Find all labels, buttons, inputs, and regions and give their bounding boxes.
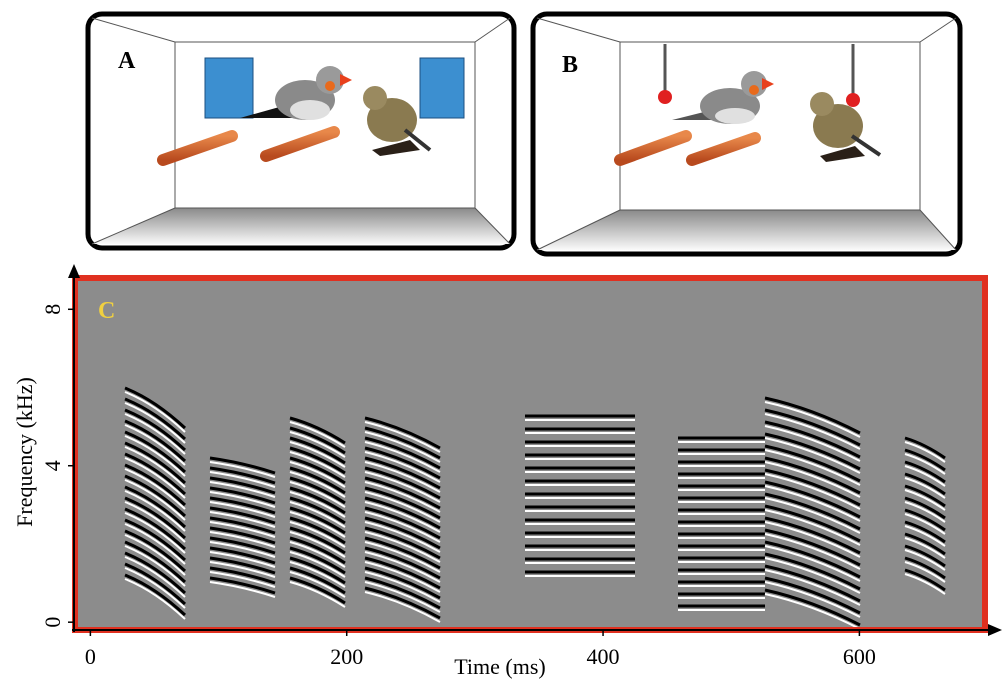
spectrogram: C Time (ms) Frequency (kHz) 0 200 400 600 0 4…: [12, 264, 1002, 679]
panel-a: A: [88, 14, 514, 248]
y-axis-title: Frequency (kHz): [12, 377, 37, 527]
x-axis-title: Time (ms): [454, 654, 545, 679]
panel-label: B: [562, 52, 578, 78]
y-axis-arrow: [68, 264, 80, 278]
y-tick-label: 0: [40, 617, 65, 628]
x-tick-label: 200: [330, 644, 363, 669]
panel-label: C: [98, 298, 115, 324]
x-tick-label: 600: [843, 644, 876, 669]
figure: A B: [0, 0, 1007, 681]
y-tick-label: 8: [40, 304, 65, 315]
y-tick-label: 4: [40, 460, 65, 471]
x-axis-arrow: [988, 624, 1002, 636]
speaker: [205, 58, 253, 118]
x-tick-label: 400: [587, 644, 620, 669]
panel-b: B: [533, 14, 960, 254]
page: {"panels": [{"label": "A"}, {"label": "B…: [0, 0, 1007, 686]
speaker: [420, 58, 464, 118]
x-tick-label: 0: [85, 644, 96, 669]
panel-label: A: [118, 48, 136, 74]
